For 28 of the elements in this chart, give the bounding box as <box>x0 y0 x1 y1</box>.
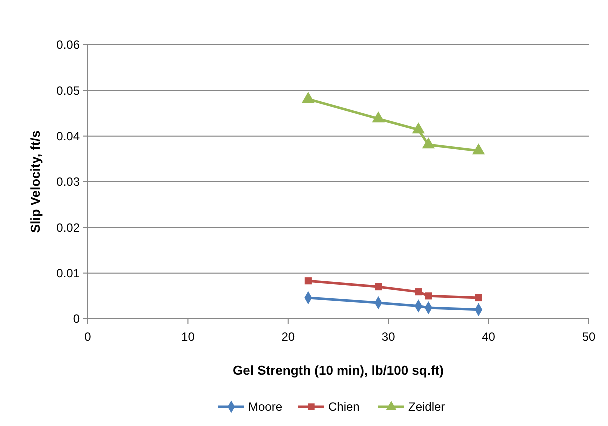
x-tick-label: 40 <box>482 330 496 344</box>
point <box>302 92 315 104</box>
legend-label: Chien <box>328 400 360 414</box>
y-tick-label: 0.05 <box>56 84 80 98</box>
legend-label: Zeidler <box>408 400 446 414</box>
x-tick-label: 10 <box>182 330 196 344</box>
y-tick-label: 0.03 <box>56 175 80 190</box>
point <box>472 144 486 155</box>
point <box>425 292 432 300</box>
y-tick-label: 0.02 <box>56 220 80 235</box>
y-tick-label: 0 <box>73 312 80 326</box>
point <box>415 288 422 296</box>
x-tick-label: 20 <box>282 330 296 344</box>
x-tick-label: 50 <box>582 330 596 344</box>
point <box>375 283 382 291</box>
x-tick-label: 0 <box>84 330 92 344</box>
y-axis-title: Slip Velocity, ft/s <box>28 130 43 234</box>
legend-label: Moore <box>248 400 283 414</box>
point <box>412 122 426 134</box>
y-tick-label: 0.04 <box>56 130 80 144</box>
x-axis-title: Gel Strength (10 min), lb/100 sq.ft) <box>233 363 444 378</box>
point <box>475 294 482 302</box>
point <box>422 138 436 149</box>
y-tick-label: 0.01 <box>56 266 80 281</box>
x-tick-label: 30 <box>382 330 396 344</box>
point <box>372 112 385 123</box>
y-tick-label: 0.06 <box>56 38 80 52</box>
point <box>304 278 312 285</box>
